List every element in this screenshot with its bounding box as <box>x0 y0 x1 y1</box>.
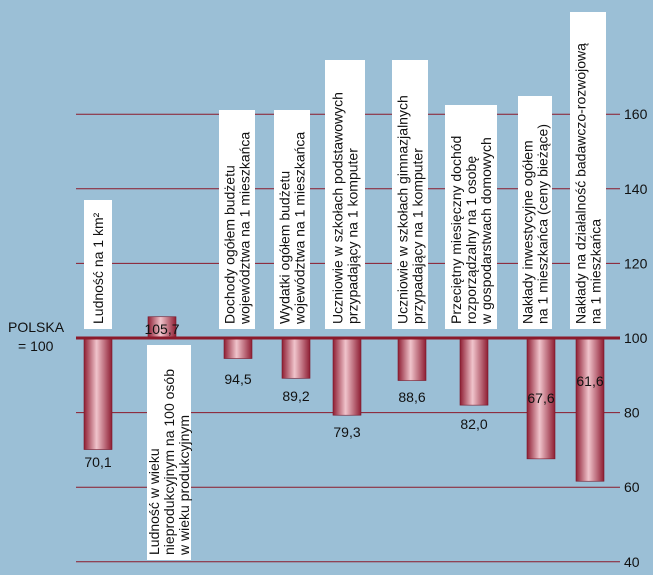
category-label-box <box>392 60 428 329</box>
data-label: 79,3 <box>333 424 360 440</box>
category-label-box <box>445 105 497 329</box>
category-label: Ludność w wiekunieprodukcyjnym na 100 os… <box>146 369 192 556</box>
category-label: Ludność na 1 km² <box>90 212 106 324</box>
category-label: Nakłady inwestycyjne ogółemna 1 mieszkań… <box>520 124 551 324</box>
bar <box>83 337 113 450</box>
data-label: 89,2 <box>282 388 309 404</box>
y-tick-label: 60 <box>624 479 640 495</box>
data-label: 70,1 <box>84 454 111 470</box>
bar <box>281 337 311 379</box>
category-label: Uczniowie w szkołach podstawowychprzypad… <box>330 92 361 324</box>
data-label: 105,7 <box>144 321 179 337</box>
category-label-box <box>147 345 191 560</box>
y-tick-label: 40 <box>624 554 640 570</box>
data-label: 88,6 <box>398 389 425 405</box>
y-tick-label: 120 <box>624 255 648 271</box>
bar <box>397 337 427 381</box>
category-label-box <box>274 110 310 329</box>
data-label: 94,5 <box>224 371 251 387</box>
bar <box>526 337 556 460</box>
y-tick-label: 140 <box>624 181 648 197</box>
category-label-box <box>84 200 112 329</box>
category-label-box <box>325 60 365 329</box>
category-label: Nakłady na działalność badawczo-rozwojow… <box>573 43 604 324</box>
category-label-box <box>518 96 552 329</box>
bar <box>223 337 253 359</box>
y-tick-label: 160 <box>624 106 648 122</box>
category-label: Przeciętny miesięczny dochódrozporządzal… <box>448 136 494 325</box>
baseline-label: POLSKA <box>8 319 65 335</box>
category-label-box <box>219 110 255 329</box>
y-tick-label: 80 <box>624 405 640 421</box>
bar <box>459 337 489 406</box>
category-label: Uczniowie w szkołach gimnazjalnychprzypa… <box>395 95 426 324</box>
y-tick-label: 100 <box>624 330 648 346</box>
bar <box>575 337 605 482</box>
baseline-label: = 100 <box>18 338 54 354</box>
data-label: 67,6 <box>527 390 554 406</box>
category-label: Wydatki ogółem budżetuwojewództwa na 1 m… <box>277 132 308 325</box>
bar <box>332 337 362 416</box>
data-label: 61,6 <box>576 373 603 389</box>
category-label-box <box>570 12 606 329</box>
category-label: Dochody ogółem budżetuwojewództwa na 1 m… <box>222 132 253 325</box>
data-label: 82,0 <box>460 416 487 432</box>
